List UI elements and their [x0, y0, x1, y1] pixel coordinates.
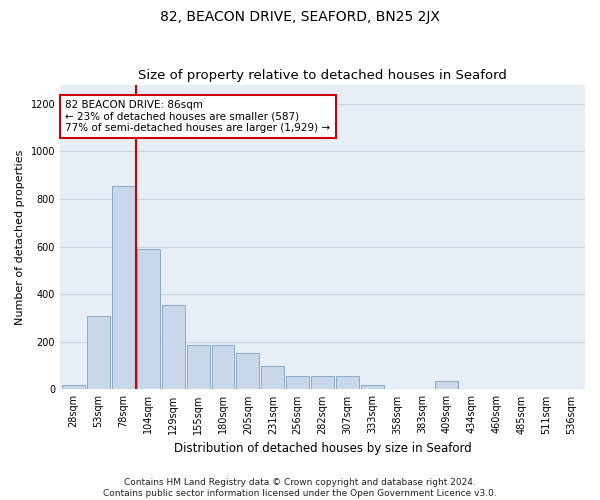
Bar	[262, 366, 284, 390]
Bar	[361, 384, 384, 390]
Title: Size of property relative to detached houses in Seaford: Size of property relative to detached ho…	[138, 69, 507, 82]
Text: 82 BEACON DRIVE: 86sqm
← 23% of detached houses are smaller (587)
77% of semi-de: 82 BEACON DRIVE: 86sqm ← 23% of detached…	[65, 100, 331, 133]
X-axis label: Distribution of detached houses by size in Seaford: Distribution of detached houses by size …	[173, 442, 472, 455]
Bar	[162, 305, 185, 390]
Bar	[436, 381, 458, 390]
Bar	[62, 384, 85, 390]
Bar	[112, 186, 135, 390]
Bar	[87, 316, 110, 390]
Bar	[286, 376, 309, 390]
Bar	[311, 376, 334, 390]
Bar	[187, 346, 209, 390]
Bar	[212, 346, 235, 390]
Text: Contains HM Land Registry data © Crown copyright and database right 2024.
Contai: Contains HM Land Registry data © Crown c…	[103, 478, 497, 498]
Text: 82, BEACON DRIVE, SEAFORD, BN25 2JX: 82, BEACON DRIVE, SEAFORD, BN25 2JX	[160, 10, 440, 24]
Bar	[236, 352, 259, 390]
Y-axis label: Number of detached properties: Number of detached properties	[15, 150, 25, 324]
Bar	[137, 249, 160, 390]
Bar	[336, 376, 359, 390]
